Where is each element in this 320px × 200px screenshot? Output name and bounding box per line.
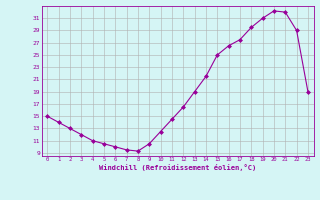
X-axis label: Windchill (Refroidissement éolien,°C): Windchill (Refroidissement éolien,°C) bbox=[99, 164, 256, 171]
